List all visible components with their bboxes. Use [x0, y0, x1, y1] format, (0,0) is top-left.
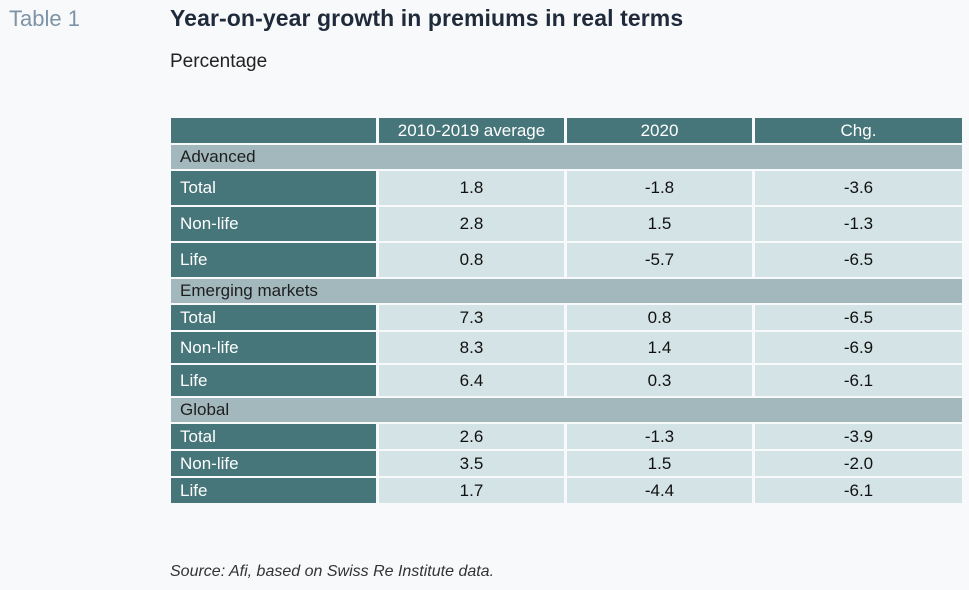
group-row: Emerging markets — [171, 279, 962, 303]
row-label: Life — [171, 243, 376, 277]
value-cell: 1.5 — [567, 451, 752, 476]
value-cell: 0.8 — [567, 305, 752, 330]
group-label-advanced: Advanced — [171, 145, 962, 169]
table-row: Total 1.8 -1.8 -3.6 — [171, 171, 962, 205]
value-cell: -6.9 — [755, 332, 962, 363]
row-label: Total — [171, 305, 376, 330]
table-row: Non-life 8.3 1.4 -6.9 — [171, 332, 962, 363]
table-number-label: Table 1 — [9, 6, 80, 31]
header-cell-2020: 2020 — [567, 118, 752, 143]
value-cell: -1.8 — [567, 171, 752, 205]
value-cell: 1.4 — [567, 332, 752, 363]
row-label: Total — [171, 171, 376, 205]
value-cell: 3.5 — [379, 451, 564, 476]
value-cell: -5.7 — [567, 243, 752, 277]
table-header-row: 2010-2019 average 2020 Chg. — [171, 118, 962, 143]
table-row: Non-life 3.5 1.5 -2.0 — [171, 451, 962, 476]
value-cell: -3.6 — [755, 171, 962, 205]
value-cell: 7.3 — [379, 305, 564, 330]
page-title: Year-on-year growth in premiums in real … — [170, 5, 684, 31]
group-row: Global — [171, 398, 962, 422]
value-cell: -4.4 — [567, 478, 752, 503]
group-label-emerging-markets: Emerging markets — [171, 279, 962, 303]
value-cell: -3.9 — [755, 424, 962, 449]
row-label: Life — [171, 365, 376, 396]
value-cell: -6.1 — [755, 478, 962, 503]
row-label: Total — [171, 424, 376, 449]
value-cell: -6.1 — [755, 365, 962, 396]
table-row: Life 6.4 0.3 -6.1 — [171, 365, 962, 396]
row-label: Non-life — [171, 451, 376, 476]
table-row: Total 7.3 0.8 -6.5 — [171, 305, 962, 330]
value-cell: 2.8 — [379, 207, 564, 241]
value-cell: -1.3 — [567, 424, 752, 449]
value-cell: 1.7 — [379, 478, 564, 503]
header-cell-change: Chg. — [755, 118, 962, 143]
value-cell: 6.4 — [379, 365, 564, 396]
table-row: Non-life 2.8 1.5 -1.3 — [171, 207, 962, 241]
table-row: Total 2.6 -1.3 -3.9 — [171, 424, 962, 449]
header-cell-average: 2010-2019 average — [379, 118, 564, 143]
source-note: Source: Afi, based on Swiss Re Institute… — [170, 563, 495, 580]
value-cell: -1.3 — [755, 207, 962, 241]
row-label: Life — [171, 478, 376, 503]
premiums-table: 2010-2019 average 2020 Chg. Advanced Tot… — [168, 116, 965, 505]
value-cell: 1.8 — [379, 171, 564, 205]
header-blank-cell — [171, 118, 376, 143]
group-label-global: Global — [171, 398, 962, 422]
page-subtitle: Percentage — [170, 51, 268, 72]
row-label: Non-life — [171, 332, 376, 363]
value-cell: 0.3 — [567, 365, 752, 396]
value-cell: 2.6 — [379, 424, 564, 449]
value-cell: 8.3 — [379, 332, 564, 363]
value-cell: -6.5 — [755, 305, 962, 330]
value-cell: 0.8 — [379, 243, 564, 277]
value-cell: -2.0 — [755, 451, 962, 476]
value-cell: 1.5 — [567, 207, 752, 241]
row-label: Non-life — [171, 207, 376, 241]
value-cell: -6.5 — [755, 243, 962, 277]
group-row: Advanced — [171, 145, 962, 169]
table-row: Life 0.8 -5.7 -6.5 — [171, 243, 962, 277]
table-row: Life 1.7 -4.4 -6.1 — [171, 478, 962, 503]
